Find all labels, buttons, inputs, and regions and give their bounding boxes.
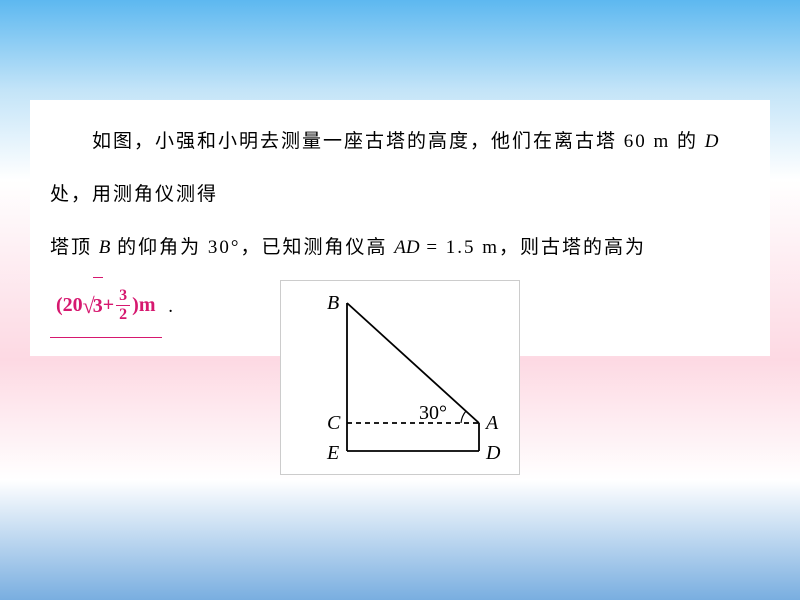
- svg-text:C: C: [327, 412, 341, 434]
- text-line1-suffix: 处，用测角仪测得: [50, 184, 218, 205]
- diagram: B C A E D 30°: [280, 280, 520, 475]
- point-B: B: [99, 237, 111, 258]
- text-line2-p2: 的仰角为 30°，已知测角仪高: [110, 237, 394, 258]
- var-AD: AD: [394, 237, 419, 258]
- period: .: [168, 295, 175, 316]
- point-D: D: [705, 131, 719, 152]
- svg-text:D: D: [485, 442, 501, 464]
- text-line2-p3: = 1.5 m，则古塔的高为: [420, 237, 647, 258]
- answer-blank: (20√3 + 32) m: [50, 275, 162, 337]
- slide: 如图，小强和小明去测量一座古塔的高度，他们在离古塔 60 m 的 D 处，用测角…: [0, 0, 800, 600]
- answer-value: (20√3 + 32) m: [50, 275, 162, 337]
- unit: m: [139, 277, 156, 333]
- paren-close: ): [132, 277, 139, 333]
- diagram-svg: B C A E D 30°: [281, 281, 521, 476]
- coef: 20: [63, 277, 83, 333]
- radicand: 3: [93, 277, 103, 334]
- svg-text:B: B: [327, 292, 339, 314]
- svg-text:30°: 30°: [419, 402, 447, 424]
- fraction: 32: [116, 288, 130, 323]
- frac-den: 2: [116, 305, 130, 323]
- text-line2-p1: 塔顶: [50, 237, 99, 258]
- svg-text:E: E: [326, 442, 339, 464]
- plus: +: [103, 277, 114, 333]
- answer-underline: [50, 337, 162, 338]
- text-line1-prefix: 如图，小强和小明去测量一座古塔的高度，他们在离古塔 60 m 的: [50, 131, 705, 152]
- frac-num: 3: [116, 288, 130, 305]
- paren-open: (: [56, 277, 63, 333]
- svg-text:A: A: [484, 412, 499, 434]
